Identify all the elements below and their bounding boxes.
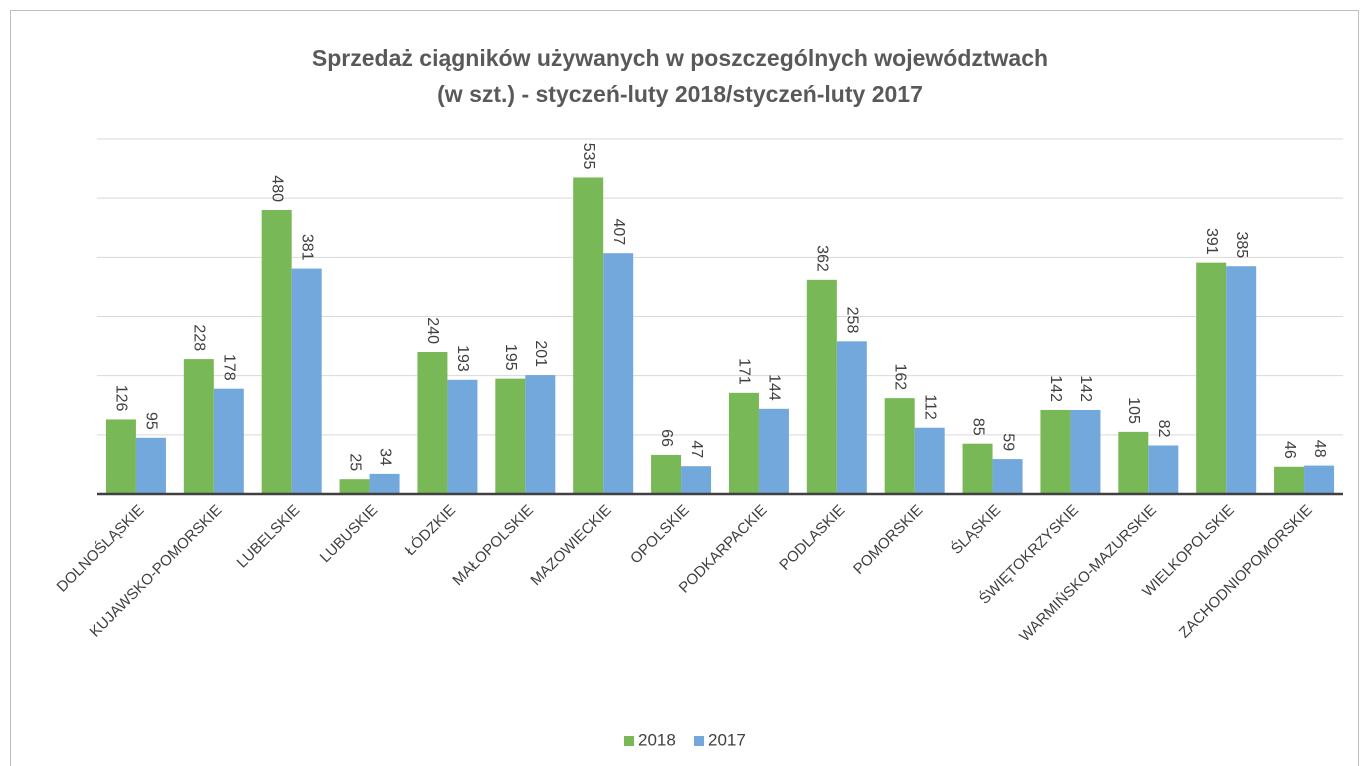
data-label: 362	[814, 245, 831, 272]
data-label: 144	[766, 374, 783, 401]
bar	[603, 253, 634, 494]
bar	[1226, 266, 1257, 494]
data-label: 228	[191, 324, 208, 351]
x-tick-label: ŁÓDZKIE	[402, 502, 459, 559]
data-label: 178	[221, 354, 238, 381]
x-tick-label: WARMIŃSKO-MAZURSKIE	[1016, 502, 1160, 646]
bar	[573, 177, 604, 495]
x-tick-label: MAŁOPOLSKIE	[449, 502, 536, 589]
bar	[213, 388, 244, 494]
data-label: 105	[1125, 397, 1142, 424]
bar	[1070, 409, 1101, 494]
bar	[651, 454, 682, 494]
bar	[417, 352, 448, 494]
data-label: 85	[969, 418, 986, 436]
bar	[884, 398, 915, 494]
legend-swatch	[624, 736, 634, 746]
data-label: 47	[688, 440, 705, 458]
x-tick-label: ŚLĄSKIE	[947, 501, 1004, 558]
x-tick-label: POMORSKIE	[850, 502, 926, 578]
data-label: 34	[376, 448, 393, 466]
legend-label: 2017	[708, 730, 746, 749]
bar	[261, 210, 292, 494]
data-label: 126	[113, 385, 130, 412]
x-tick-label: LUBUSKIE	[317, 502, 381, 566]
bar	[1304, 465, 1335, 494]
data-label: 82	[1155, 420, 1172, 438]
bar	[105, 419, 136, 494]
data-label: 407	[610, 218, 627, 245]
data-label: 25	[346, 453, 363, 471]
chart-frame	[10, 10, 1359, 766]
bar	[369, 473, 400, 494]
data-label: 66	[658, 429, 675, 447]
x-tick-label: KUJAWSKO-POMORSKIE	[87, 502, 226, 641]
bar	[525, 375, 556, 494]
bar	[914, 427, 945, 494]
data-label: 142	[1077, 375, 1094, 402]
x-tick-label: PODLASKIE	[776, 502, 848, 574]
data-label: 385	[1233, 232, 1250, 259]
legend-label: 2018	[638, 730, 676, 749]
chart-title: Sprzedaż ciągników używanych w poszczegó…	[311, 45, 1049, 107]
bar	[681, 466, 712, 494]
bar	[1196, 262, 1227, 494]
bar	[728, 392, 759, 494]
bar	[135, 437, 166, 494]
data-label: 195	[502, 344, 519, 371]
x-tick-label: MAZOWIECKIE	[527, 502, 614, 589]
data-label: 201	[532, 340, 549, 367]
bar	[992, 459, 1023, 494]
data-label: 142	[1047, 375, 1064, 402]
bar	[339, 479, 370, 494]
data-label: 171	[736, 358, 753, 385]
data-label: 240	[424, 317, 441, 344]
x-tick-label: LUBELSKIE	[234, 502, 304, 572]
data-label: 480	[268, 175, 285, 202]
bar	[1148, 445, 1179, 494]
data-label: 535	[580, 143, 597, 170]
data-label: 258	[844, 307, 861, 334]
bar	[758, 408, 789, 494]
bar	[836, 341, 867, 494]
bar	[447, 379, 478, 494]
data-label: 381	[298, 234, 315, 261]
data-label: 193	[454, 345, 471, 372]
data-label: 162	[891, 363, 908, 390]
data-label: 95	[143, 412, 160, 430]
bar	[1040, 409, 1071, 494]
data-label: 48	[1311, 440, 1328, 458]
legend-swatch	[694, 736, 704, 746]
data-label: 46	[1281, 441, 1298, 459]
x-tick-label: OPOLSKIE	[627, 502, 693, 568]
data-label: 112	[921, 394, 938, 420]
bar	[806, 279, 837, 494]
bar	[183, 359, 214, 494]
data-label: 391	[1203, 228, 1220, 255]
bar	[291, 268, 322, 494]
data-label: 59	[999, 433, 1016, 451]
bar	[495, 378, 526, 494]
x-tick-label: ZACHODNIOPOMORSKIE	[1176, 502, 1316, 642]
bar	[962, 443, 993, 494]
bar	[1274, 466, 1305, 494]
bar	[1118, 431, 1149, 494]
